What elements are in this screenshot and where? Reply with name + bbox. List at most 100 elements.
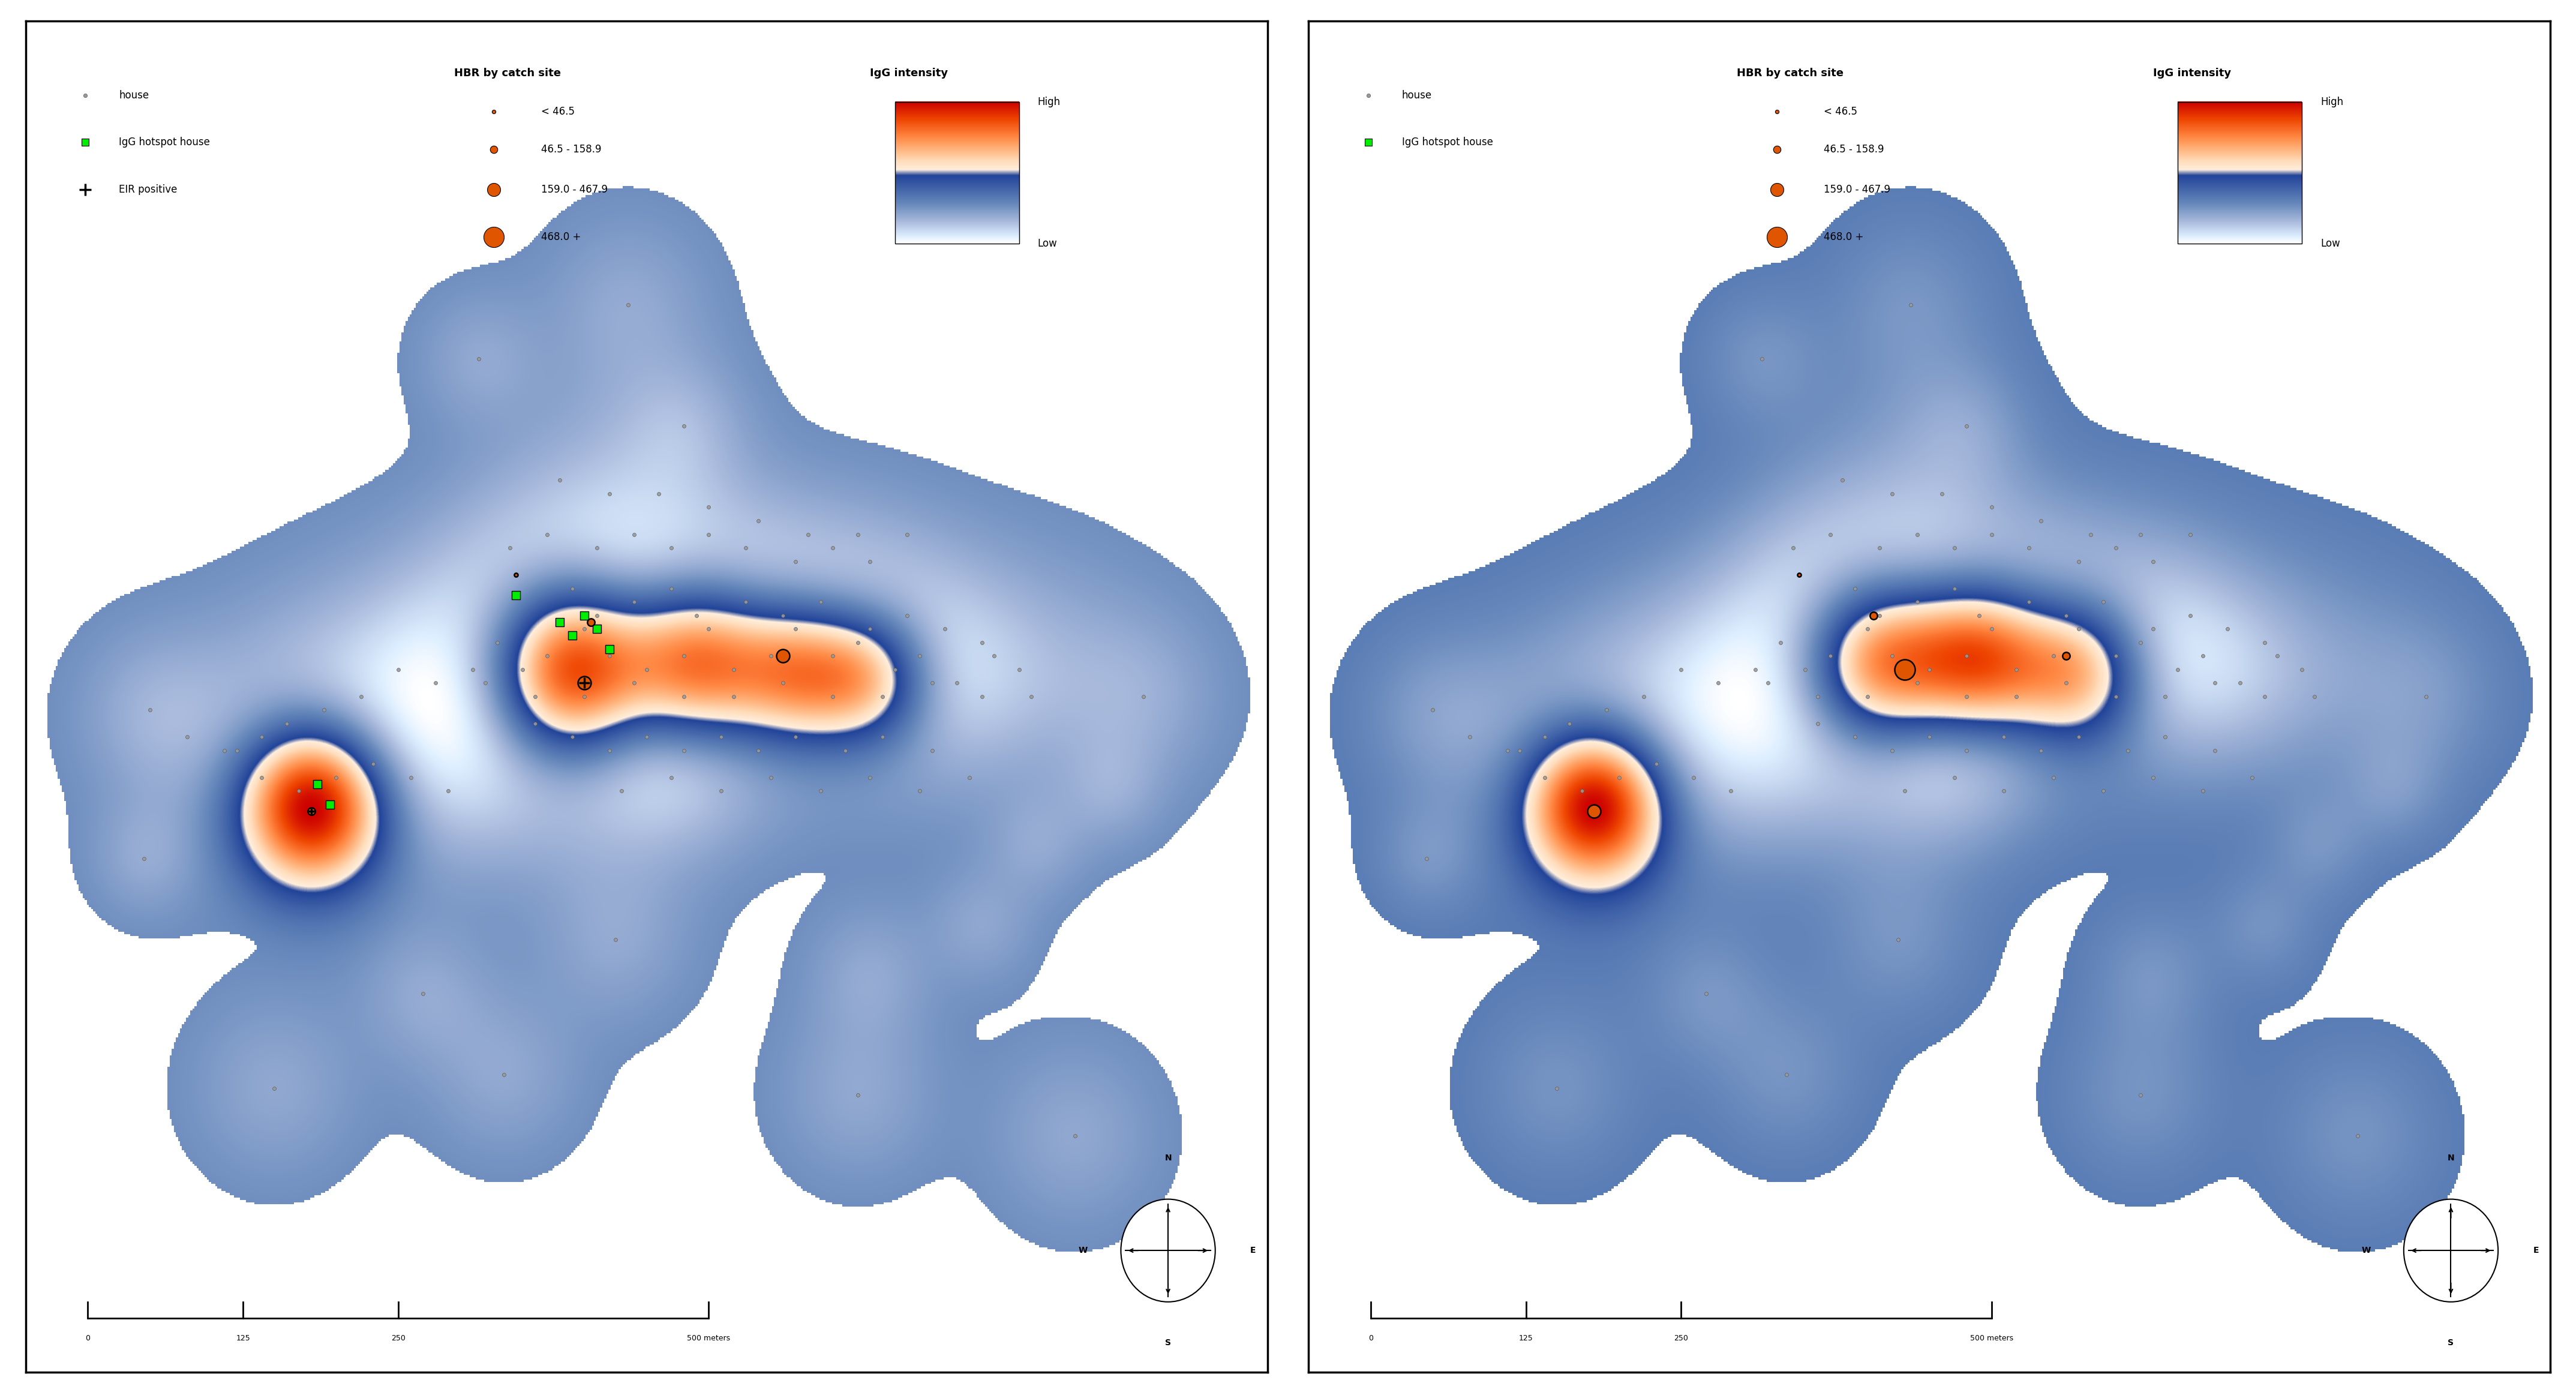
Point <box>899 644 940 667</box>
Point <box>948 766 989 789</box>
Point <box>1747 672 1788 694</box>
Point <box>1798 686 1839 708</box>
Point <box>1996 686 2038 708</box>
Point <box>850 766 891 789</box>
Point <box>291 800 332 822</box>
Point <box>1852 604 1893 626</box>
Point <box>1685 983 1726 1005</box>
Point <box>2293 686 2334 708</box>
Point <box>775 550 817 572</box>
Text: 46.5 - 158.9: 46.5 - 158.9 <box>1824 144 1883 155</box>
Point <box>1741 348 1783 370</box>
Point <box>569 611 611 633</box>
Point <box>1984 726 2025 748</box>
Point <box>1767 1064 1808 1087</box>
Point <box>626 658 667 681</box>
Text: Low: Low <box>1038 238 1056 249</box>
Point <box>474 226 515 248</box>
Point <box>775 618 817 640</box>
Bar <box>2177 103 2303 244</box>
Point <box>1945 416 1986 438</box>
Point <box>2032 644 2074 667</box>
Point <box>64 132 106 154</box>
Text: HBR by catch site: HBR by catch site <box>453 68 562 79</box>
Point <box>124 847 165 870</box>
Point <box>515 686 556 708</box>
Point <box>1757 100 1798 122</box>
Point <box>526 524 567 546</box>
Point <box>1821 468 1862 492</box>
Point <box>1847 686 1888 708</box>
Point <box>1412 699 1453 721</box>
Point <box>1996 658 2038 681</box>
Text: 468.0 +: 468.0 + <box>1824 231 1862 243</box>
Point <box>474 100 515 122</box>
Point <box>873 658 914 681</box>
Point <box>837 1084 878 1106</box>
Point <box>701 726 742 748</box>
Point <box>1486 740 1528 762</box>
Point <box>2094 686 2136 708</box>
Text: IgG hotspot house: IgG hotspot house <box>118 137 211 148</box>
Point <box>2107 740 2148 762</box>
Point <box>662 644 703 667</box>
Point <box>652 578 693 600</box>
Point <box>538 611 580 633</box>
Point <box>1710 780 1752 802</box>
Point <box>811 686 853 708</box>
Point <box>974 644 1015 667</box>
Text: 250: 250 <box>1674 1335 1687 1342</box>
Point <box>799 780 840 802</box>
Text: IgG intensity: IgG intensity <box>2154 68 2231 79</box>
Point <box>265 712 307 735</box>
Point <box>1010 686 1051 708</box>
Point <box>2009 536 2050 559</box>
Point <box>1525 726 1566 748</box>
Point <box>1777 564 1819 586</box>
Point <box>737 740 778 762</box>
Point <box>1574 800 1615 822</box>
Point <box>2120 524 2161 546</box>
Point <box>402 983 443 1005</box>
Point <box>551 578 592 600</box>
Point <box>675 604 716 626</box>
Point <box>1798 712 1839 735</box>
Point <box>762 672 804 694</box>
Point <box>2094 644 2136 667</box>
Text: < 46.5: < 46.5 <box>1824 105 1857 116</box>
Point <box>590 482 631 505</box>
Text: IgG intensity: IgG intensity <box>871 68 948 79</box>
Point <box>1945 740 1986 762</box>
Point <box>762 644 804 667</box>
Point <box>309 793 350 815</box>
Point <box>613 524 654 546</box>
Point <box>595 929 636 951</box>
Point <box>2032 766 2074 789</box>
Point <box>662 686 703 708</box>
Point <box>564 604 605 626</box>
Point <box>1597 766 1641 789</box>
Point <box>2244 686 2285 708</box>
Point <box>526 644 567 667</box>
Point <box>999 658 1041 681</box>
Point <box>577 536 618 559</box>
Point <box>688 524 729 546</box>
Point <box>626 726 667 748</box>
Point <box>1636 753 1677 775</box>
Point <box>1785 658 1826 681</box>
Point <box>662 740 703 762</box>
Point <box>2156 658 2197 681</box>
Text: 0: 0 <box>1368 1335 1373 1342</box>
Point <box>2058 618 2099 640</box>
Point <box>824 740 866 762</box>
Bar <box>894 103 1020 244</box>
Point <box>353 753 394 775</box>
Point <box>1945 686 1986 708</box>
Point <box>1883 780 1924 802</box>
Point <box>1878 929 1919 951</box>
Point <box>590 638 631 660</box>
Point <box>2208 618 2249 640</box>
Point <box>1672 766 1713 789</box>
Point <box>1883 658 1924 681</box>
Point <box>564 686 605 708</box>
